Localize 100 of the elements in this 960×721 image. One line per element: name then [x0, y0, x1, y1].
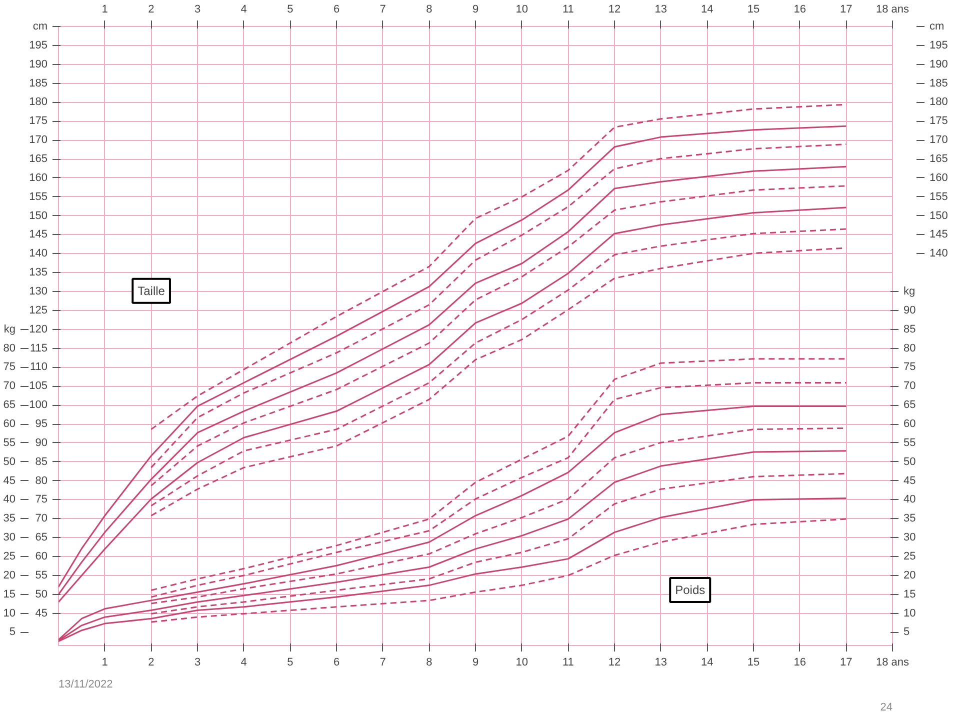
y2-tick-label: 65 [3, 399, 16, 412]
text: 185 [930, 77, 948, 90]
text: cm [930, 20, 944, 32]
y3-tick-label: 15 [904, 588, 916, 600]
y-tick-label: 50 [35, 588, 48, 600]
x2-tick-label: 15 [747, 4, 760, 16]
y2-tick-label: 60 [3, 418, 16, 430]
y3-tick-label: 55 [904, 436, 916, 449]
y3-tick-label: 45 [904, 474, 916, 487]
x-tick-label: 7 [380, 656, 386, 668]
text: 180 [930, 96, 948, 108]
x-tick-label: 10 [516, 656, 528, 668]
y2-tick-label: 80 [3, 342, 16, 354]
annotation: Taille [138, 284, 166, 298]
text: 13/11/2022 [58, 678, 113, 690]
y-tick-label: 140 [29, 248, 48, 260]
y-tick-label: 45 [35, 607, 48, 620]
x-tick-label: 18 ans [876, 656, 910, 668]
text: 175 [930, 115, 948, 128]
y-tick-label: 145 [29, 228, 48, 241]
y-tick-label: 65 [35, 532, 48, 544]
y-tick-label: 165 [29, 153, 48, 166]
y3-tick-label: 90 [904, 304, 916, 316]
text: 150 [930, 210, 948, 222]
x2-tick-label: 18 ans [876, 4, 910, 16]
y2-tick-label: kg [4, 323, 16, 336]
y3-tick-label: 35 [904, 512, 916, 525]
x2-tick-label: 10 [516, 4, 528, 16]
y2-tick-label: 10 [3, 607, 16, 620]
y3-tick-label: 5 [904, 626, 910, 638]
y3-tick-label: 25 [904, 550, 916, 563]
y3-tick-label: 50 [904, 456, 916, 468]
text: 24 [880, 702, 893, 714]
y-tick-label: 195 [29, 39, 48, 52]
x-tick-label: 14 [701, 656, 714, 668]
x2-tick-label: 2 [148, 4, 154, 16]
y-tick-label: 95 [35, 418, 48, 430]
text: 170 [930, 134, 948, 146]
x-tick-label: 2 [148, 656, 154, 668]
y3-tick-label: 80 [904, 342, 916, 354]
x2-tick-label: 8 [426, 4, 432, 16]
y-tick-label: 70 [35, 512, 48, 525]
y-tick-label: 75 [35, 494, 48, 506]
y-tick-label: 160 [29, 172, 48, 184]
text: 165 [930, 153, 948, 166]
y2-tick-label: 75 [3, 361, 16, 374]
y-tick-label: 105 [29, 380, 48, 392]
y2-tick-label: 50 [3, 456, 16, 468]
x2-tick-label: 12 [608, 4, 621, 16]
y2-tick-label: 55 [3, 436, 16, 449]
y3-tick-label: 40 [904, 494, 916, 506]
x2-tick-label: 5 [287, 4, 294, 16]
y-tick-label: 150 [29, 210, 48, 222]
text: 160 [930, 172, 948, 184]
y-tick-label: 170 [29, 134, 48, 146]
y-tick-label: 120 [29, 323, 48, 336]
y3-tick-label: 75 [904, 361, 916, 374]
y-tick-label: 90 [35, 436, 48, 449]
x2-tick-label: 4 [240, 4, 247, 16]
x-tick-label: 9 [472, 656, 479, 668]
x2-tick-label: 1 [102, 4, 108, 16]
y-tick-label: 180 [29, 96, 48, 108]
text: 195 [930, 39, 948, 52]
x-tick-label: 5 [287, 656, 294, 668]
y2-tick-label: 20 [3, 569, 16, 582]
y3-tick-label: 60 [904, 418, 916, 430]
text: 145 [930, 228, 948, 241]
y2-tick-label: 15 [3, 588, 16, 600]
y-tick-label: 185 [29, 77, 48, 90]
x2-tick-label: 7 [380, 4, 386, 16]
x-tick-label: 8 [426, 656, 432, 668]
y-tick-label: cm [32, 20, 48, 32]
y-tick-label: 155 [29, 190, 48, 203]
x-tick-label: 6 [333, 656, 340, 668]
text: 190 [930, 58, 948, 70]
y3-tick-label: 85 [904, 323, 916, 336]
x-tick-label: 3 [194, 656, 201, 668]
y3-tick-label: 10 [904, 607, 916, 620]
y2-tick-label: 45 [3, 474, 16, 487]
y-tick-label: 190 [29, 58, 48, 70]
y3-tick-label: 30 [904, 532, 916, 544]
y-tick-label: 115 [30, 342, 48, 354]
y2-tick-label: 35 [3, 512, 16, 525]
y3-tick-label: 70 [904, 380, 916, 392]
y-tick-label: 125 [29, 304, 48, 316]
y-tick-label: 55 [35, 569, 48, 582]
text: 155 [930, 190, 948, 203]
y3-tick-label: 65 [904, 399, 916, 412]
x2-tick-label: 16 [794, 4, 806, 16]
x2-tick-label: 11 [562, 4, 574, 16]
x2-tick-label: 17 [840, 4, 852, 16]
x2-tick-label: 13 [654, 4, 667, 16]
x-tick-label: 13 [654, 656, 667, 668]
y2-tick-label: 70 [3, 380, 16, 392]
text: 140 [930, 248, 948, 260]
y3-tick-label: 20 [904, 569, 916, 582]
x-tick-label: 15 [747, 656, 760, 668]
y-tick-label: 175 [29, 115, 48, 128]
x2-tick-label: 9 [472, 4, 479, 16]
y-tick-label: 85 [35, 456, 48, 468]
